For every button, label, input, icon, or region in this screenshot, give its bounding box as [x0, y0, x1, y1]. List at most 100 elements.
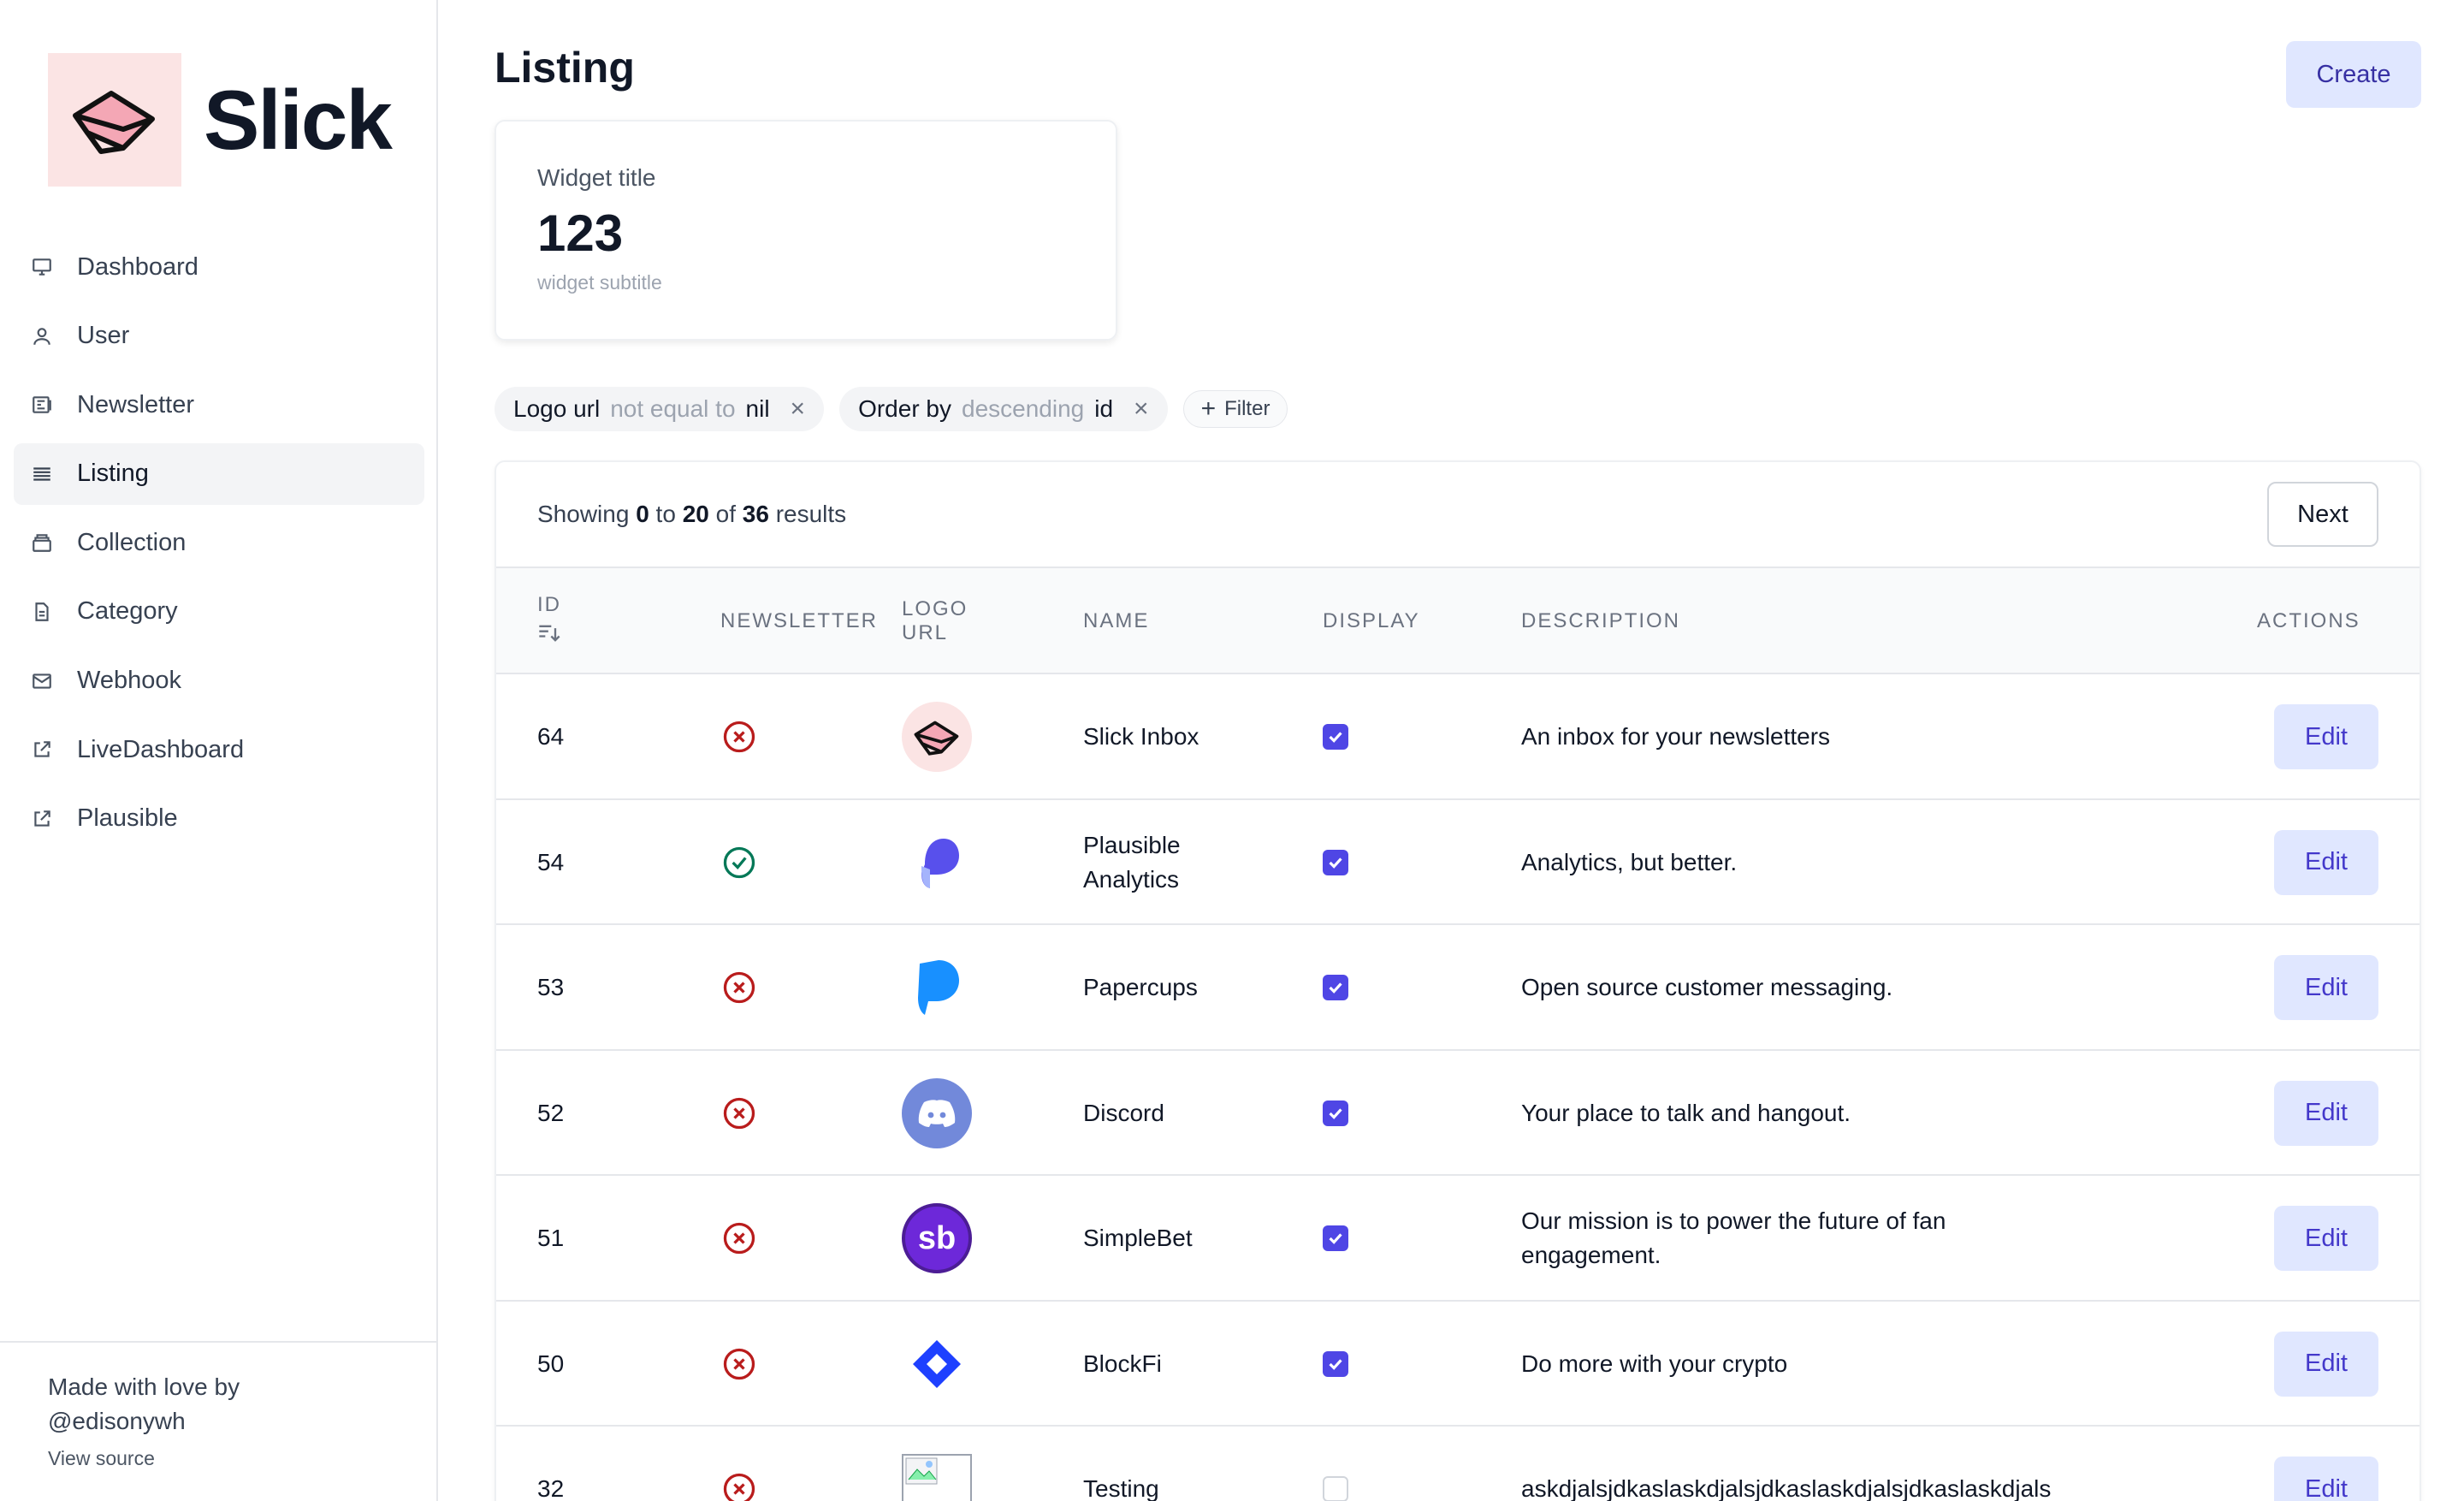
pagination-of-word: of	[715, 501, 736, 527]
pagination-to: 20	[682, 501, 709, 527]
edit-button[interactable]: Edit	[2274, 1080, 2378, 1146]
cell-id: 52	[537, 1099, 565, 1126]
display-checkbox[interactable]	[1323, 800, 1348, 925]
sidebar-item-label: Category	[77, 597, 178, 626]
edit-button[interactable]: Edit	[2274, 1331, 2378, 1397]
filter-field: Logo url	[513, 395, 601, 422]
sidebar-item-label: Collection	[77, 528, 187, 556]
edit-button[interactable]: Edit	[2274, 955, 2378, 1020]
column-header-id[interactable]: ID	[537, 568, 561, 674]
cell-id: 50	[537, 1350, 565, 1377]
edit-button-cell: Edit	[2274, 1051, 2378, 1176]
listing-logo	[902, 1427, 972, 1501]
cell-description: Open source customer messaging.	[1521, 974, 1893, 1000]
x-circle-icon	[720, 1051, 758, 1176]
x-circle-icon	[720, 1427, 758, 1501]
simplebet-logo-icon: sb	[902, 1203, 972, 1273]
broken-image-icon	[902, 1454, 972, 1501]
edit-button-cell: Edit	[2274, 674, 2378, 799]
x-circle-icon	[720, 674, 758, 799]
x-circle-icon	[720, 925, 758, 1050]
sidebar-item-livedashboard[interactable]: LiveDashboard	[14, 719, 424, 780]
plausible-logo-icon	[902, 828, 972, 898]
edit-button-cell: Edit	[2274, 1427, 2378, 1501]
sidebar-item-plausible[interactable]: Plausible	[14, 788, 424, 850]
list-icon	[29, 461, 55, 487]
cell-name: Discord	[1083, 1099, 1164, 1126]
sort-descending-icon[interactable]	[537, 622, 561, 650]
simplebet-logo-text: sb	[917, 1219, 957, 1256]
add-filter-label: Filter	[1224, 397, 1270, 420]
edit-button[interactable]: Edit	[2274, 829, 2378, 895]
widget-title: Widget title	[537, 164, 656, 191]
table-toolbar: Showing 0 to 20 of 36 results Next	[496, 462, 2420, 568]
discord-logo-icon	[902, 1077, 972, 1148]
cell-name: Papercups	[1083, 974, 1198, 1000]
plus-icon: +	[1200, 395, 1217, 423]
footer-author-link[interactable]: @edisonywh	[48, 1408, 186, 1434]
listing-logo	[902, 925, 972, 1050]
sidebar-item-listing[interactable]: Listing	[14, 442, 424, 505]
column-header-description: DESCRIPTION	[1521, 609, 1681, 632]
column-header-actions: ACTIONS	[2257, 609, 2360, 632]
cell-description: Our mission is to power the future of fa…	[1521, 1207, 1946, 1268]
cell-id: 53	[537, 974, 565, 1000]
footer-credit: Made with love by	[48, 1373, 240, 1400]
cell-description: Analytics, but better.	[1521, 848, 1738, 875]
edit-button[interactable]: Edit	[2274, 1206, 2378, 1271]
table-row: 50 BlockFi Do more with your crypto Edit	[496, 1302, 2420, 1427]
pagination-prefix: Showing	[537, 501, 630, 527]
create-button[interactable]: Create	[2286, 41, 2421, 108]
filter-bar: Logo url not equal to nil × Order by des…	[495, 387, 1288, 431]
brand[interactable]: Slick	[48, 53, 393, 187]
pagination-suffix: results	[775, 501, 847, 527]
edit-button-cell: Edit	[2274, 1176, 2378, 1301]
user-icon	[29, 323, 55, 349]
cell-name: Testing	[1083, 1475, 1159, 1501]
sidebar-item-label: Newsletter	[77, 390, 194, 418]
cell-id: 64	[537, 723, 565, 750]
view-source-link[interactable]: View source	[48, 1447, 155, 1469]
display-checkbox[interactable]	[1323, 1427, 1348, 1501]
edit-button[interactable]: Edit	[2274, 704, 2378, 769]
table-row: 52 Discord Your place to talk and hangou…	[496, 1051, 2420, 1176]
filter-chip[interactable]: Order by descending id ×	[839, 387, 1168, 431]
next-page-button[interactable]: Next	[2267, 482, 2378, 547]
close-icon[interactable]: ×	[790, 395, 806, 423]
display-checkbox[interactable]	[1323, 1302, 1348, 1427]
table-row: 54 Plausible Analytics Analytics, but be…	[496, 800, 2420, 925]
papercups-logo-icon	[902, 952, 972, 1023]
display-checkbox[interactable]	[1323, 1051, 1348, 1176]
filter-chip[interactable]: Logo url not equal to nil ×	[495, 387, 825, 431]
add-filter-button[interactable]: + Filter	[1182, 390, 1288, 428]
sidebar-item-user[interactable]: User	[14, 306, 424, 367]
cell-id: 54	[537, 848, 565, 875]
external-link-icon	[29, 806, 55, 832]
sidebar-item-webhook[interactable]: Webhook	[14, 650, 424, 712]
pagination-to-word: to	[655, 501, 676, 527]
edit-button[interactable]: Edit	[2274, 1457, 2378, 1501]
listing-logo	[902, 1302, 972, 1427]
column-header-newsletter: NEWSLETTER	[720, 609, 879, 632]
cell-description: Do more with your crypto	[1521, 1350, 1788, 1377]
sidebar-item-dashboard[interactable]: Dashboard	[14, 236, 424, 298]
sidebar-item-category[interactable]: Category	[14, 581, 424, 643]
display-checkbox[interactable]	[1323, 925, 1348, 1050]
filter-field: Order by	[858, 395, 952, 422]
filter-operator: not equal to	[610, 395, 736, 422]
pagination-total: 36	[742, 501, 769, 527]
sidebar-item-label: LiveDashboard	[77, 735, 245, 763]
cell-description: Your place to talk and hangout.	[1521, 1099, 1851, 1126]
checkmark-icon	[1323, 1350, 1348, 1377]
close-icon[interactable]: ×	[1134, 395, 1149, 423]
sidebar-item-newsletter[interactable]: Newsletter	[14, 374, 424, 436]
display-checkbox[interactable]	[1323, 674, 1348, 799]
pagination-from: 0	[636, 501, 649, 527]
envelope-icon	[902, 702, 972, 772]
display-checkbox[interactable]	[1323, 1176, 1348, 1301]
table-row: 64 Slick Inbox An inbox for your newslet…	[496, 674, 2420, 800]
check-circle-icon	[720, 800, 758, 925]
sidebar-item-collection[interactable]: Collection	[14, 512, 424, 573]
table-row: 53 Papercups Open source customer messag…	[496, 925, 2420, 1051]
listing-logo	[902, 800, 972, 925]
